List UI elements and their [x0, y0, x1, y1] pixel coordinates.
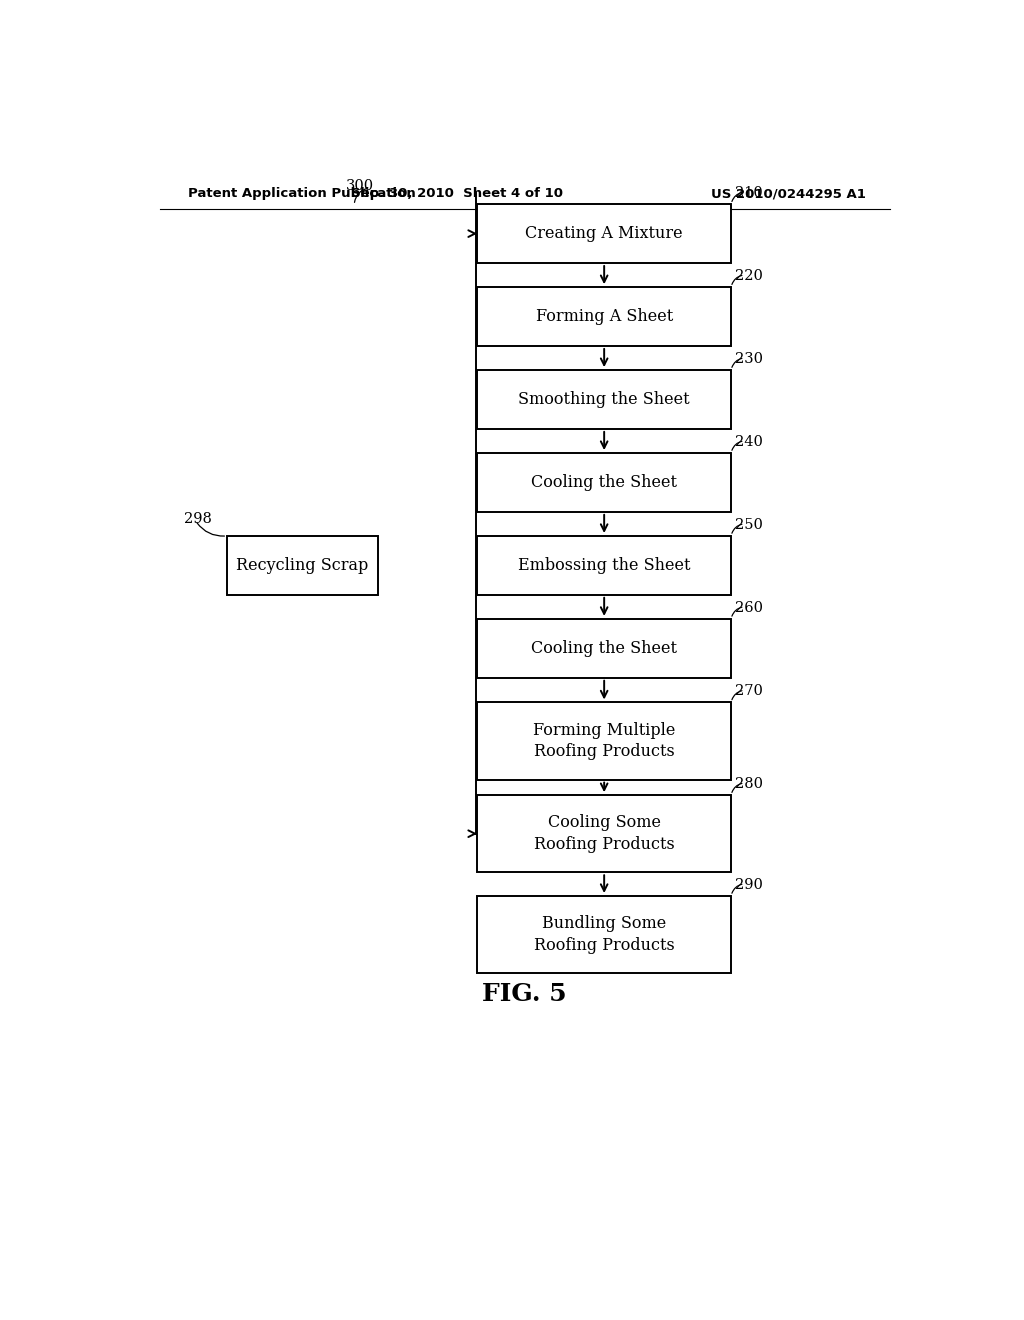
Bar — [477, 453, 731, 512]
Text: 220: 220 — [735, 269, 763, 282]
Bar — [227, 536, 378, 595]
Text: 270: 270 — [735, 684, 763, 698]
Text: Cooling the Sheet: Cooling the Sheet — [531, 474, 677, 491]
Bar — [477, 795, 731, 873]
Text: Embossing the Sheet: Embossing the Sheet — [518, 557, 690, 574]
Text: 300: 300 — [346, 180, 375, 193]
Text: Bundling Some
Roofing Products: Bundling Some Roofing Products — [534, 915, 675, 954]
Text: Recycling Scrap: Recycling Scrap — [237, 557, 369, 574]
Bar — [477, 286, 731, 346]
Text: Creating A Mixture: Creating A Mixture — [525, 226, 683, 242]
Text: Sep. 30, 2010  Sheet 4 of 10: Sep. 30, 2010 Sheet 4 of 10 — [351, 187, 563, 201]
Text: Forming A Sheet: Forming A Sheet — [536, 308, 673, 325]
Bar — [477, 536, 731, 595]
Text: 210: 210 — [735, 186, 763, 201]
Text: 250: 250 — [735, 517, 763, 532]
Text: FIG. 5: FIG. 5 — [482, 982, 567, 1006]
Text: Cooling Some
Roofing Products: Cooling Some Roofing Products — [534, 814, 675, 853]
Bar — [477, 896, 731, 973]
Bar — [477, 702, 731, 780]
Text: 240: 240 — [735, 434, 763, 449]
Text: Cooling the Sheet: Cooling the Sheet — [531, 640, 677, 657]
Text: Smoothing the Sheet: Smoothing the Sheet — [518, 391, 690, 408]
Text: Forming Multiple
Roofing Products: Forming Multiple Roofing Products — [532, 722, 676, 760]
Text: US 2010/0244295 A1: US 2010/0244295 A1 — [712, 187, 866, 201]
Bar — [477, 205, 731, 263]
Bar — [477, 370, 731, 429]
Text: Patent Application Publication: Patent Application Publication — [187, 187, 416, 201]
Text: 230: 230 — [735, 352, 763, 366]
Text: 290: 290 — [735, 878, 763, 892]
Bar — [477, 619, 731, 677]
Text: 280: 280 — [735, 777, 763, 791]
Text: 298: 298 — [183, 512, 211, 525]
Text: 260: 260 — [735, 601, 763, 615]
